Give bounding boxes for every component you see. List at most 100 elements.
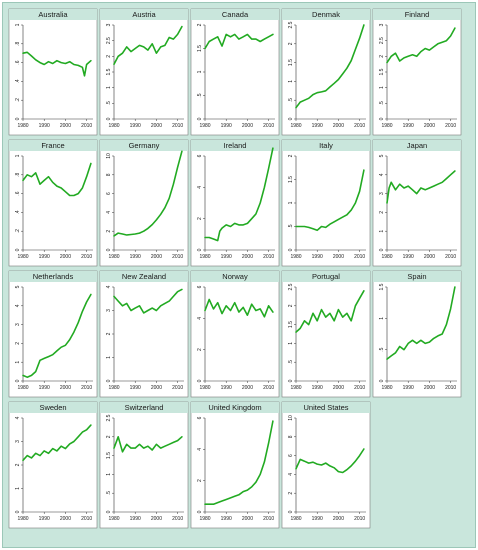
x-tick-label: 2000 <box>333 516 344 522</box>
y-tick-label: 4 <box>379 173 385 176</box>
series-line-portugal <box>295 289 365 333</box>
y-tick-label: .2 <box>15 98 21 102</box>
y-tick-label: 2 <box>106 435 112 438</box>
panel-ireland: Ireland 0 2 4 6 1980 1990 2000 2010 <box>190 139 280 267</box>
x-tick-label: 1990 <box>403 123 414 129</box>
series-line-japan <box>386 170 456 204</box>
panel-title: Netherlands <box>33 272 74 281</box>
y-tick-label: 6 <box>197 285 203 288</box>
y-tick-label: 8 <box>288 435 294 438</box>
panel-france: France 0 .2 .4 .6 .8 1 1980 1990 2000 2010 <box>8 139 98 267</box>
x-tick-label: 2000 <box>60 385 71 391</box>
y-tick-label: 0 <box>106 510 112 513</box>
y-tick-label: 1.5 <box>288 321 294 328</box>
panel-title: Finland <box>405 10 430 19</box>
x-tick-label: 2000 <box>424 254 435 260</box>
y-tick-label: 2 <box>106 332 112 335</box>
series-line-netherlands <box>22 293 92 379</box>
panel-japan: Japan 0 1 2 3 4 5 1980 1990 2000 2010 <box>372 139 462 267</box>
panel-sweden: Sweden 0 1 2 3 4 1980 1990 2000 2010 <box>8 401 98 529</box>
y-tick-label: 1 <box>15 154 21 157</box>
y-tick-label: 2 <box>15 463 21 466</box>
x-tick-label: 2010 <box>354 516 365 522</box>
y-tick-label: 0 <box>288 510 294 513</box>
y-tick-label: .4 <box>15 210 21 214</box>
x-tick-label: 1990 <box>312 254 323 260</box>
y-tick-label: 0 <box>379 117 385 120</box>
panel-netherlands: Netherlands 0 1 2 3 4 5 1980 1990 2000 2010 <box>8 270 98 398</box>
panel-background <box>8 8 98 136</box>
panel-title: Italy <box>319 141 333 150</box>
panel-title: United Kingdom <box>208 403 261 412</box>
panel-new-zealand: New Zealand 0 1 2 3 4 1980 1990 2000 2010 <box>99 270 189 398</box>
panel-title-strip <box>282 271 370 282</box>
x-tick-label: 1980 <box>381 254 392 260</box>
y-tick-label: 1 <box>197 70 203 73</box>
y-tick-label: .5 <box>197 93 203 97</box>
y-tick-label: 6 <box>197 154 203 157</box>
y-tick-label: 1.5 <box>106 68 112 75</box>
x-tick-label: 2000 <box>60 123 71 129</box>
x-tick-label: 1980 <box>17 123 28 129</box>
panel-title-strip <box>100 402 188 413</box>
y-tick-label: 1.5 <box>288 176 294 183</box>
y-tick-label: 2.5 <box>288 21 294 28</box>
x-tick-label: 2010 <box>81 385 92 391</box>
y-tick-label: 3 <box>106 309 112 312</box>
x-tick-label: 2010 <box>445 123 456 129</box>
y-tick-label: 2.5 <box>106 37 112 44</box>
series-line-finland <box>386 27 456 64</box>
x-tick-label: 2000 <box>151 254 162 260</box>
y-tick-label: 2 <box>197 217 203 220</box>
x-tick-label: 1990 <box>312 123 323 129</box>
y-tick-label: 3 <box>106 23 112 26</box>
panel-title: Portugal <box>312 272 340 281</box>
y-tick-label: 2 <box>379 211 385 214</box>
y-tick-label: 2 <box>197 348 203 351</box>
y-tick-label: 0 <box>288 379 294 382</box>
panel-title: Spain <box>407 272 426 281</box>
panel-title-strip <box>9 402 97 413</box>
panel-title: Canada <box>222 10 249 19</box>
y-tick-label: 0 <box>288 117 294 120</box>
y-tick-label: 1 <box>379 317 385 320</box>
y-tick-label: 2.5 <box>379 37 385 44</box>
y-tick-label: 1 <box>379 86 385 89</box>
y-tick-label: 6 <box>197 416 203 419</box>
x-tick-label: 1980 <box>381 385 392 391</box>
y-tick-label: 4 <box>15 304 21 307</box>
y-tick-label: 8 <box>106 173 112 176</box>
panel-title: New Zealand <box>122 272 166 281</box>
x-tick-label: 2010 <box>445 385 456 391</box>
x-tick-label: 1980 <box>290 516 301 522</box>
y-tick-label: 1.5 <box>288 59 294 66</box>
panel-title: Sweden <box>39 403 66 412</box>
y-tick-label: .6 <box>15 60 21 64</box>
panel-united-kingdom: United Kingdom 0 2 4 6 1980 1990 2000 2010 <box>190 401 280 529</box>
x-tick-label: 1980 <box>108 123 119 129</box>
x-tick-label: 2000 <box>242 385 253 391</box>
y-tick-label: 2 <box>288 304 294 307</box>
y-tick-label: 4 <box>197 448 203 451</box>
y-tick-label: .5 <box>106 101 112 105</box>
panel-title-strip <box>191 9 279 20</box>
x-tick-label: 2000 <box>151 516 162 522</box>
y-tick-label: .5 <box>288 224 294 228</box>
x-tick-label: 2000 <box>151 123 162 129</box>
y-tick-label: 0 <box>106 117 112 120</box>
y-tick-label: 2 <box>106 230 112 233</box>
y-tick-label: 2 <box>197 479 203 482</box>
series-line-sweden <box>22 424 92 462</box>
y-tick-label: 1 <box>15 23 21 26</box>
x-tick-label: 1980 <box>17 516 28 522</box>
x-tick-label: 1990 <box>312 516 323 522</box>
panel-portugal: Portugal 0 .5 1 1.5 2 2.5 1980 1990 2000 2010 <box>281 270 371 398</box>
y-tick-label: 0 <box>15 248 21 251</box>
x-tick-label: 2010 <box>354 385 365 391</box>
y-tick-label: 0 <box>379 248 385 251</box>
y-tick-label: 0 <box>106 379 112 382</box>
y-tick-label: 0 <box>106 248 112 251</box>
panel-title-strip <box>100 271 188 282</box>
y-tick-label: 0 <box>197 510 203 513</box>
